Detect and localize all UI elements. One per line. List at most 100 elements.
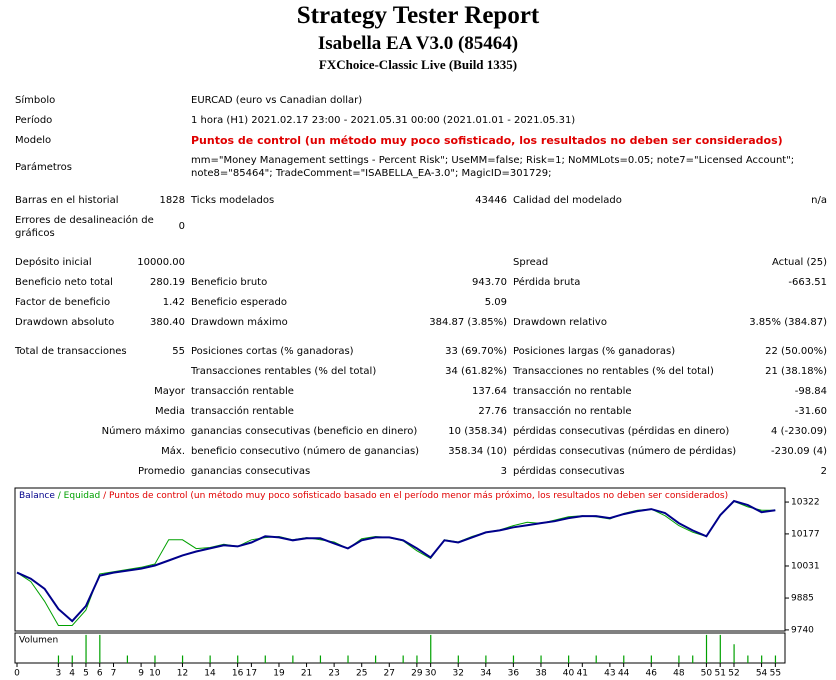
stat-value: 0 (178, 221, 185, 232)
stat-value: Actual (25) (771, 257, 827, 268)
stat-value: 22 (50.00%) (765, 346, 827, 357)
x-tick-label: 51 (714, 669, 725, 679)
volume-frame (14, 632, 786, 664)
stat-label: Spread (513, 257, 549, 268)
x-tick-label: 44 (618, 669, 630, 679)
stat-label: Ticks modelados (191, 195, 275, 206)
stat-label: Posiciones cortas (% ganadoras) (191, 346, 354, 357)
info-label: Parámetros (15, 162, 72, 173)
stat-label: Beneficio neto total (15, 277, 113, 288)
stat-label: pérdidas consecutivas (número de pérdida… (513, 446, 737, 457)
volume-bar (623, 655, 625, 663)
x-tick-label: 12 (177, 669, 188, 679)
stat-label: Beneficio esperado (191, 297, 287, 308)
stat-label: Errores de desalineación de gráficos (15, 215, 154, 239)
legend-entry: Equidad (64, 491, 101, 501)
volume-label: Volumen (19, 636, 58, 646)
stat-label: ganancias consecutivas (beneficio en din… (191, 426, 418, 437)
stat-label: Posiciones largas (% ganadoras) (513, 346, 676, 357)
x-tick-label: 5 (83, 669, 89, 679)
stat-value: Promedio (137, 466, 185, 477)
subtitle: Isabella EA V3.0 (85464) (317, 33, 519, 54)
stat-value: n/a (811, 195, 827, 206)
x-tick-label: 52 (728, 669, 739, 679)
x-tick-label: 36 (508, 669, 520, 679)
x-tick-label: 0 (14, 669, 20, 679)
info-label: Símbolo (15, 95, 56, 106)
volume-bar (568, 655, 570, 663)
stat-value: 943.70 (472, 277, 507, 288)
x-tick-label: 29 (411, 669, 423, 679)
stat-value: 4 (-230.09) (771, 426, 827, 437)
volume-bar (374, 655, 377, 663)
volume-bar (761, 655, 763, 663)
x-tick-label: 19 (273, 669, 285, 679)
info-value: 1 hora (H1) 2021.02.17 23:00 - 2021.05.3… (191, 115, 576, 126)
volume-bar (692, 655, 694, 663)
volume-bar (650, 655, 652, 663)
stat-value: Mayor (154, 386, 185, 397)
stat-value: 10000.00 (137, 257, 185, 268)
stat-value: 3 (500, 466, 507, 477)
y-tick-label: 10031 (791, 561, 820, 571)
volume-bar (209, 655, 211, 663)
stat-label: Drawdown absoluto (15, 317, 115, 328)
volume-bar (595, 655, 597, 663)
plot-frame (14, 487, 786, 632)
x-tick-label: 9 (138, 669, 144, 679)
stat-value: -663.51 (788, 277, 827, 288)
stat-label: transacción no rentable (513, 386, 632, 397)
stat-label: transacción no rentable (513, 406, 632, 417)
stat-value: Máx. (161, 446, 185, 457)
x-tick-label: 50 (701, 669, 713, 679)
volume-bar (126, 655, 129, 663)
stat-label: transacción rentable (191, 406, 294, 417)
volume-bar (540, 655, 542, 663)
volume-bar (705, 634, 708, 663)
stat-value: 384.87 (3.85%) (429, 317, 507, 328)
x-tick-label: 34 (480, 669, 492, 679)
stat-label: Barras en el historial (15, 195, 119, 206)
x-tick-label: 4 (69, 669, 75, 679)
stat-value: 43446 (475, 195, 507, 206)
y-tick-label: 10177 (791, 529, 820, 539)
stat-value: 33 (69.70%) (445, 346, 507, 357)
info-value: EURCAD (euro vs Canadian dollar) (191, 95, 363, 106)
volume-bar (237, 655, 239, 663)
legend-entry: / Puntos de control (un método muy poco … (100, 490, 728, 501)
volume-bar (733, 644, 735, 663)
legend-entry: / (55, 491, 64, 501)
stat-value: 358.34 (10) (448, 446, 507, 457)
x-tick-label: 30 (425, 669, 437, 679)
x-tick-label: 46 (646, 669, 658, 679)
x-tick-label: 23 (328, 669, 339, 679)
stat-value: 3.85% (384.87) (749, 317, 827, 328)
x-tick-label: 21 (301, 669, 312, 679)
stat-label: Total de transacciones (15, 346, 127, 357)
info-value: note8="85464"; TradeComment="ISABELLA_EA… (191, 168, 552, 179)
stat-value: 27.76 (478, 406, 507, 417)
volume-bar (774, 655, 777, 663)
stat-label: Factor de beneficio (15, 297, 111, 308)
stat-value: 5.09 (484, 297, 507, 308)
volume-bar (719, 634, 721, 663)
stat-value: 380.40 (150, 317, 185, 328)
volume-bar (85, 634, 87, 663)
stat-value: -230.09 (4) (771, 446, 827, 457)
x-tick-label: 41 (577, 669, 588, 679)
volume-bar (512, 655, 515, 663)
volume-bar (402, 655, 404, 663)
x-tick-label: 40 (563, 669, 575, 679)
stat-label: Drawdown relativo (513, 317, 607, 328)
stat-value: 1828 (159, 195, 185, 206)
x-tick-label: 10 (149, 669, 161, 679)
x-tick-label: 16 (232, 669, 244, 679)
x-tick-label: 25 (356, 669, 367, 679)
x-tick-label: 32 (452, 669, 463, 679)
y-tick-label: 10322 (791, 498, 820, 508)
stat-label: transacción rentable (191, 386, 294, 397)
volume-bar (678, 655, 680, 663)
y-tick-label: 9740 (791, 625, 814, 635)
x-tick-label: 43 (604, 669, 615, 679)
